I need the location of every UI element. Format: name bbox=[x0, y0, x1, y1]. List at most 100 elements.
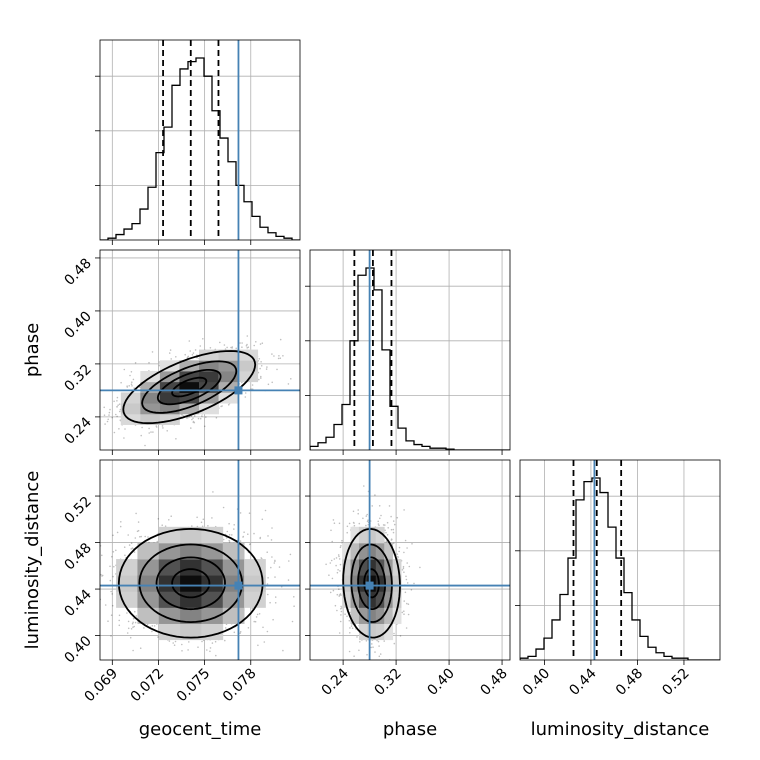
x-tick-label: 0.40 bbox=[520, 666, 553, 699]
density-cell bbox=[159, 381, 180, 393]
axes-frame bbox=[309, 459, 511, 661]
hist-panel-geocent_time bbox=[95, 39, 301, 245]
x-tick-label: 0.32 bbox=[372, 666, 405, 699]
density-cell bbox=[140, 392, 161, 404]
density-cell bbox=[180, 623, 202, 641]
density-cell bbox=[238, 371, 259, 383]
density-cell bbox=[384, 607, 394, 624]
density-cell bbox=[137, 607, 160, 624]
histogram-geocent_time bbox=[100, 57, 300, 240]
density-cell bbox=[116, 575, 138, 592]
density-cell bbox=[350, 526, 360, 544]
density-cell bbox=[179, 381, 200, 393]
density-cell bbox=[375, 575, 385, 592]
axes-frame bbox=[99, 39, 301, 241]
contour-line bbox=[171, 568, 211, 599]
density-cell bbox=[358, 542, 368, 560]
density-cell bbox=[179, 392, 200, 404]
density-cell bbox=[180, 575, 202, 592]
density-cell bbox=[180, 542, 202, 560]
density-cell bbox=[367, 607, 377, 624]
x-tick-label: 0.069 bbox=[81, 666, 121, 706]
x-tick-label: 0.24 bbox=[319, 665, 352, 698]
density-cell bbox=[367, 623, 377, 641]
density-cell bbox=[140, 381, 161, 393]
density-cell bbox=[158, 623, 181, 641]
density-cell bbox=[201, 591, 224, 608]
density-cell bbox=[159, 392, 180, 404]
density-cell bbox=[375, 526, 385, 544]
density-cell bbox=[201, 559, 224, 576]
density-cell bbox=[201, 575, 224, 592]
density-cell bbox=[358, 526, 368, 544]
y-tick-label: 0.24 bbox=[61, 414, 94, 447]
joint-panel-geocent_time-luminosity_distance: 0.069 0.072 0.075 0.078 0.40 0.44 0.48 0.52 bbox=[61, 459, 301, 706]
hist-panel-phase bbox=[305, 249, 511, 455]
joint-panel-phase-luminosity_distance: 0.24 0.32 0.40 0.48 bbox=[305, 459, 511, 699]
truth-marker bbox=[365, 581, 374, 590]
density-cell bbox=[201, 623, 224, 641]
y-tick-label: 0.52 bbox=[61, 494, 94, 527]
density-cell bbox=[384, 575, 394, 592]
density-cell bbox=[159, 403, 180, 415]
y-tick-label: 0.40 bbox=[61, 633, 94, 666]
density-cell bbox=[244, 591, 266, 608]
contour-line bbox=[357, 556, 387, 610]
density-cell bbox=[218, 371, 239, 383]
density-cell bbox=[358, 559, 368, 576]
contour-line bbox=[122, 350, 257, 425]
density-cell bbox=[159, 413, 180, 425]
y-tick-label: 0.32 bbox=[61, 361, 94, 394]
density-cell bbox=[180, 591, 202, 608]
density-cell bbox=[158, 591, 181, 608]
histogram-luminosity_distance bbox=[520, 477, 720, 660]
density-cell bbox=[350, 559, 360, 576]
contour-line bbox=[117, 527, 264, 639]
x-tick-label: 0.072 bbox=[128, 666, 168, 706]
density-cell bbox=[120, 403, 141, 415]
y-tick-label: 0.44 bbox=[61, 587, 94, 620]
density-cell bbox=[137, 542, 160, 560]
density-cell bbox=[159, 371, 180, 383]
density-cell bbox=[367, 542, 377, 560]
density-cell bbox=[358, 623, 368, 641]
density-cell bbox=[367, 559, 377, 576]
x-tick-label: 0.40 bbox=[425, 666, 458, 699]
density-cell bbox=[367, 526, 377, 544]
density-cell bbox=[180, 559, 202, 576]
density-cell bbox=[384, 623, 394, 641]
density-cell bbox=[350, 542, 360, 560]
axes-frame bbox=[99, 459, 301, 661]
density-cell bbox=[218, 381, 239, 393]
axes-frame bbox=[99, 249, 301, 451]
contour-line bbox=[138, 543, 244, 624]
density-cell bbox=[350, 607, 360, 624]
density-cell bbox=[199, 403, 219, 415]
density-cell bbox=[358, 591, 368, 608]
density-cell bbox=[342, 542, 351, 560]
density-cell bbox=[179, 371, 200, 383]
density-cell bbox=[140, 413, 161, 425]
joint-panel-geocent_time-phase: 0.24 0.32 0.40 0.48 bbox=[61, 249, 301, 455]
density-cell bbox=[384, 542, 394, 560]
contour-line bbox=[141, 360, 238, 414]
y-axis-label-luminosity_distance: luminosity_distance bbox=[22, 471, 43, 650]
density-cell bbox=[350, 575, 360, 592]
density-cell bbox=[180, 526, 202, 544]
y-tick-label: 0.48 bbox=[61, 255, 94, 288]
y-tick-label: 0.48 bbox=[61, 540, 94, 573]
density-cell bbox=[199, 349, 219, 361]
density-cell bbox=[218, 349, 239, 361]
density-cell bbox=[342, 591, 351, 608]
density-cell bbox=[199, 371, 219, 383]
x-tick-label: 0.52 bbox=[659, 666, 692, 699]
density-cell bbox=[137, 559, 160, 576]
contour-line bbox=[350, 543, 393, 623]
density-cell bbox=[179, 403, 200, 415]
density-cell bbox=[375, 607, 385, 624]
density-cell bbox=[375, 559, 385, 576]
density-cell bbox=[392, 559, 402, 576]
density-cell bbox=[375, 623, 385, 641]
axes-frame bbox=[519, 459, 721, 661]
density-cell bbox=[120, 392, 141, 404]
